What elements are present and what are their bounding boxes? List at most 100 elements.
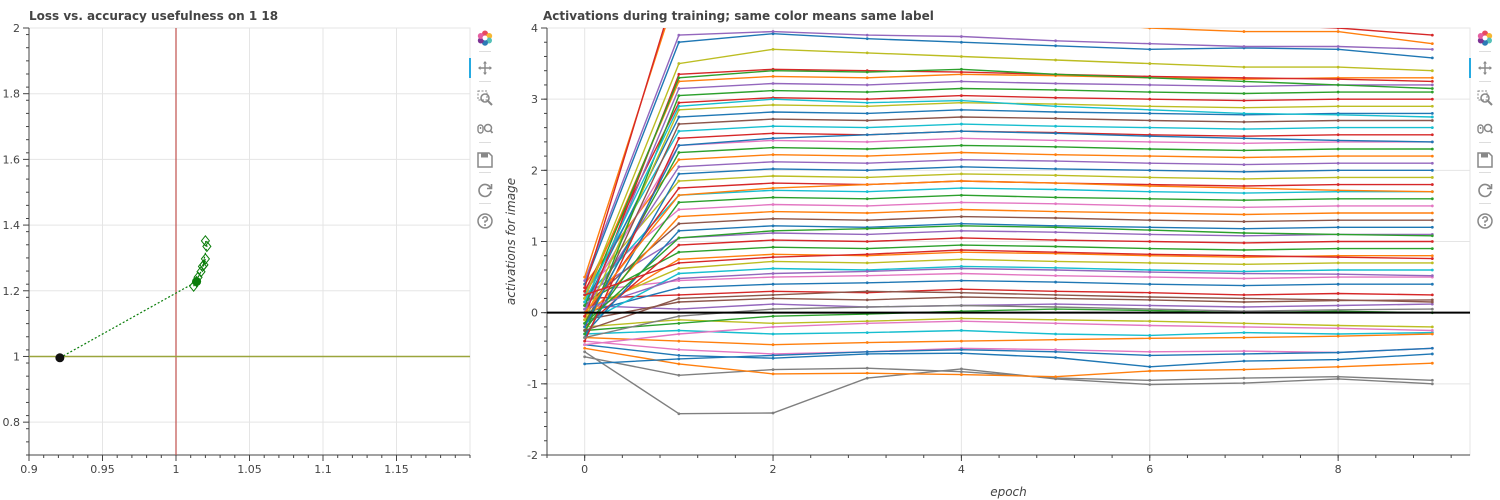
activation-point	[1336, 377, 1340, 381]
activation-point	[677, 115, 681, 119]
trajectory-marker	[200, 235, 211, 247]
activation-point	[1054, 245, 1057, 248]
activation-point	[960, 243, 963, 247]
activation-point	[960, 215, 963, 218]
activation-point	[1242, 321, 1246, 325]
activation-point	[960, 172, 963, 176]
activation-point	[1054, 307, 1057, 311]
activation-point	[1148, 184, 1152, 188]
activation-point	[1430, 76, 1434, 80]
activation-point	[1054, 159, 1057, 163]
activation-point	[1148, 261, 1152, 265]
activation-point	[1054, 44, 1057, 48]
activation-point	[1336, 28, 1340, 30]
activation-point	[1054, 139, 1057, 142]
activation-point	[1054, 268, 1057, 272]
activation-point	[677, 179, 681, 183]
activation-point	[1148, 268, 1152, 272]
activation-point	[1054, 318, 1057, 322]
activation-point	[771, 245, 775, 249]
x-tick-label: 2	[770, 463, 777, 476]
reset-tool-button[interactable]	[470, 178, 500, 202]
activation-series-line	[584, 208, 1433, 321]
activation-point	[1054, 110, 1057, 114]
activation-point	[1148, 275, 1152, 279]
activation-point	[960, 250, 963, 254]
pan-tool-button[interactable]	[1469, 56, 1500, 80]
activation-point	[960, 179, 963, 183]
activation-point	[960, 257, 963, 261]
activation-point	[1242, 272, 1246, 275]
reset-tool-button[interactable]	[1470, 178, 1500, 202]
activation-point	[583, 314, 587, 318]
activation-series-line	[584, 94, 1433, 292]
activation-point	[1242, 331, 1246, 334]
activation-point	[677, 229, 681, 233]
activation-point	[865, 51, 869, 55]
activation-point	[1054, 230, 1057, 234]
activation-point	[1054, 216, 1057, 220]
help-tool-button[interactable]	[470, 209, 500, 233]
activations-plot[interactable]: 0 2 4 6 8 -2 -1 0 1 2 3 4 epoch activations for image	[500, 0, 1500, 500]
wheel-zoom-tool-button[interactable]	[1470, 117, 1500, 141]
activation-point	[1054, 297, 1057, 300]
activation-point	[583, 286, 587, 290]
box-zoom-tool-button[interactable]	[470, 86, 500, 110]
activation-point	[771, 293, 775, 297]
activation-series-line	[584, 201, 1433, 289]
bokeh-logo-tool-button[interactable]	[1470, 26, 1500, 50]
activation-point	[677, 362, 681, 366]
activation-point	[865, 352, 869, 356]
activation-point	[865, 161, 869, 165]
activation-series-line	[584, 28, 1433, 278]
toolbar-separator	[1479, 203, 1491, 204]
activation-point	[677, 40, 681, 44]
activation-point	[1430, 329, 1434, 332]
activation-point	[1336, 326, 1340, 330]
activation-point	[1430, 282, 1434, 286]
activation-point	[771, 69, 775, 73]
start-point-marker	[55, 353, 65, 363]
activation-point	[1054, 321, 1057, 325]
box-zoom-tool-button[interactable]	[1470, 86, 1500, 110]
activation-point	[960, 200, 963, 204]
activation-point	[677, 87, 681, 90]
activation-point	[960, 67, 963, 71]
loss-accuracy-plot[interactable]: 0.9 0.95 1 1.05 1.1 1.15 0.8 1 1.2 1.4 1.6 1.8 2	[0, 0, 500, 500]
x-tick-label: 1.1	[314, 463, 332, 476]
activation-point	[583, 275, 587, 279]
activation-point	[960, 329, 963, 332]
activation-point	[677, 136, 681, 140]
activation-point	[865, 119, 869, 122]
wheel-zoom-icon	[477, 123, 494, 134]
wheel-zoom-tool-button[interactable]	[470, 117, 500, 141]
activation-point	[1054, 116, 1057, 120]
save-tool-button[interactable]	[470, 148, 500, 172]
activation-point	[583, 362, 587, 366]
activation-point	[1242, 120, 1246, 124]
activation-point	[865, 101, 869, 105]
activation-point	[960, 87, 963, 90]
bokeh-logo-tool-button[interactable]	[470, 26, 500, 50]
activation-series-line	[584, 320, 1433, 346]
activation-series-line	[584, 288, 1433, 300]
activation-point	[1148, 147, 1152, 151]
activation-point	[677, 215, 681, 218]
activation-point	[1336, 298, 1340, 302]
activation-point	[771, 356, 775, 360]
activation-point	[677, 76, 681, 80]
wheel-zoom-icon	[1477, 123, 1494, 134]
pan-tool-button[interactable]	[469, 56, 500, 80]
activation-point	[677, 165, 681, 169]
activation-point	[771, 167, 775, 171]
activation-point	[1336, 232, 1340, 236]
activation-point	[1336, 351, 1340, 354]
activation-point	[771, 124, 775, 128]
activation-point	[1054, 153, 1057, 157]
activation-series-line	[584, 68, 1433, 306]
help-tool-button[interactable]	[1470, 209, 1500, 233]
activation-point	[677, 261, 681, 265]
activation-point	[1242, 359, 1246, 363]
activation-point	[865, 261, 869, 265]
save-tool-button[interactable]	[1470, 148, 1500, 172]
